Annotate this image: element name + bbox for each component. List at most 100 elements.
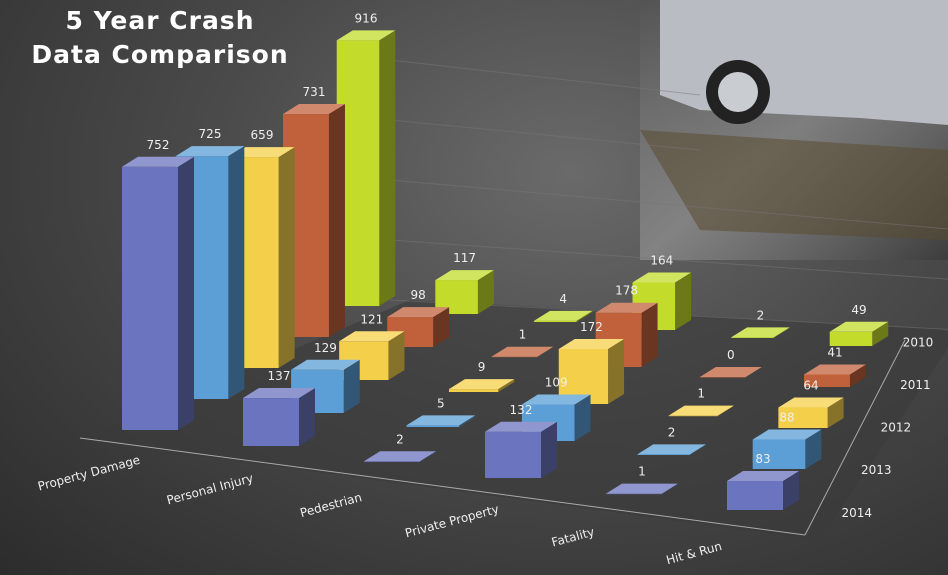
bar-top [122, 156, 194, 167]
bar-side [388, 331, 405, 380]
bar-side [459, 415, 476, 427]
bar-side [343, 359, 360, 413]
data-label: 172 [580, 320, 603, 334]
x-tick-label: Hit & Run [665, 539, 724, 567]
data-label: 83 [755, 452, 770, 466]
series-label: 2012 [881, 421, 912, 435]
x-tick-label: Pedestrian [299, 490, 364, 520]
bar [829, 331, 873, 346]
bar-side [574, 394, 591, 441]
bar-top [731, 327, 790, 338]
chart-title: 5 Year Crash Data Comparison [31, 6, 289, 69]
bar-top [283, 104, 345, 115]
bar-side [608, 338, 625, 404]
data-label: 0 [727, 348, 735, 362]
bar-top [637, 444, 706, 455]
data-label: 137 [268, 369, 291, 383]
x-tick-label: Private Property [404, 502, 501, 540]
bar [668, 415, 718, 417]
bar-side [662, 483, 678, 494]
data-label: 117 [453, 251, 476, 265]
bar-side [433, 307, 450, 347]
bar-side [228, 146, 245, 399]
bar-side [641, 302, 658, 367]
bar-top [364, 451, 436, 462]
bar-top [595, 302, 658, 313]
bar-top [448, 379, 515, 390]
bar-top [632, 272, 692, 283]
series-label: 2010 [903, 335, 934, 349]
data-label: 132 [510, 403, 533, 417]
series-label: 2011 [900, 378, 931, 392]
bar [122, 166, 178, 431]
bar [406, 425, 460, 427]
data-label: 731 [303, 85, 326, 99]
data-label: 64 [803, 379, 818, 393]
data-label: 2 [757, 308, 765, 322]
data-label: 49 [851, 303, 866, 317]
data-label: 1 [519, 328, 527, 342]
data-label: 178 [615, 284, 638, 298]
bar-top [291, 359, 360, 370]
data-label: 1 [638, 465, 646, 479]
bar-side [178, 156, 194, 431]
data-label: 41 [827, 345, 842, 359]
bar-side [299, 388, 315, 446]
bar-side [328, 104, 345, 337]
bar [364, 461, 420, 462]
bar [731, 337, 774, 338]
bar-side [278, 147, 295, 368]
x-tick-label: Property Damage [36, 453, 141, 494]
bar [778, 407, 828, 428]
bar-top [229, 147, 295, 158]
bar-top [606, 483, 678, 494]
data-label: 109 [545, 375, 568, 389]
bar-side [773, 327, 790, 338]
data-label: 5 [437, 396, 445, 410]
bar [448, 389, 499, 392]
bar-top [243, 388, 315, 399]
bar-top [387, 307, 450, 318]
bar-side [498, 379, 515, 392]
x-tick-label: Fatality [550, 525, 596, 550]
bar-side [783, 470, 799, 510]
data-label: 752 [147, 138, 170, 152]
bar-top [727, 470, 799, 481]
bar-top [406, 415, 476, 426]
bar-side [675, 272, 692, 330]
bar-top [778, 397, 844, 408]
bar-side [872, 321, 889, 346]
bar-side [849, 364, 866, 387]
data-label: 88 [779, 411, 794, 425]
bar [243, 398, 299, 446]
data-label: 164 [650, 253, 673, 267]
bar-side [805, 429, 822, 469]
bar [533, 320, 577, 322]
data-label: 9 [478, 360, 486, 374]
data-label: 659 [251, 128, 274, 142]
series-label: 2014 [842, 506, 873, 520]
bar-top [533, 310, 593, 321]
data-label: 98 [411, 288, 426, 302]
bar-side [379, 30, 396, 307]
bar-side [420, 451, 436, 462]
bar-top [668, 405, 734, 416]
data-label: 916 [355, 11, 378, 25]
bar [485, 431, 541, 478]
bar [606, 493, 662, 495]
bar-top [339, 331, 405, 342]
data-label: 2 [668, 425, 676, 439]
bar [699, 377, 746, 378]
bar-top [752, 429, 822, 440]
bar [752, 439, 806, 469]
bar-top [491, 346, 554, 357]
bar-side [541, 421, 557, 478]
series-axis [804, 339, 906, 536]
bar [637, 454, 690, 455]
bar-top [804, 364, 866, 375]
data-label: 725 [199, 127, 222, 141]
data-label: 1 [697, 387, 705, 401]
category-axis [79, 437, 806, 536]
